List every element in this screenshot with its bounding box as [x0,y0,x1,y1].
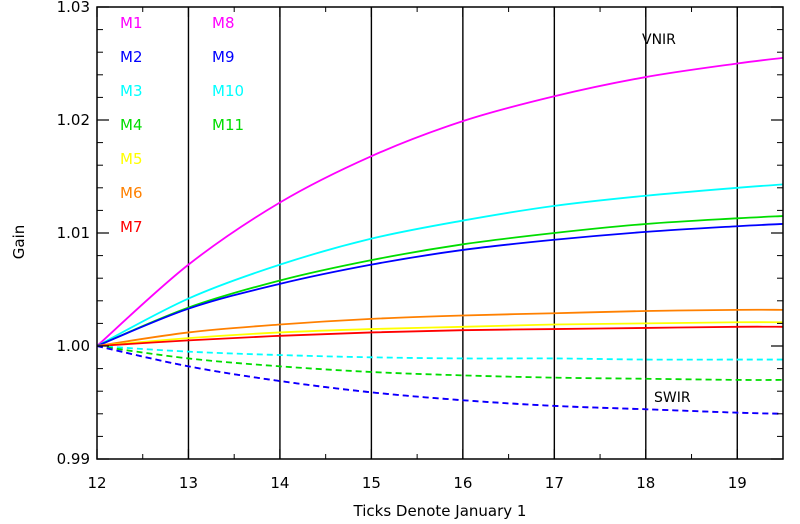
legend-item-m9: M9 [212,48,235,66]
series-line-m10 [96,345,783,361]
legend-item-m7: M7 [120,218,143,236]
tick-labels: 12 13 14 15 16 17 18 19 0.99 1.00 1.01 1.02 1.03 [57,0,747,492]
x-tick-label: 18 [636,474,655,492]
axis-ticks [96,6,783,460]
series-line-m6 [96,308,784,347]
series-line-m4 [96,215,784,347]
y-tick-label: 1.02 [57,111,90,129]
series-line-m1 [96,56,784,347]
series-line-m5 [96,321,784,347]
x-axis-label: Ticks Denote January 1 [353,502,527,520]
series-line-m3 [96,183,784,347]
swir-annotation: SWIR [654,390,691,406]
y-tick-label: 1.01 [57,224,90,242]
x-tick-label: 17 [545,474,564,492]
series-line-m7 [96,325,784,347]
series-line-m2 [96,223,784,347]
x-tick-label: 16 [453,474,472,492]
y-tick-label: 1.00 [57,337,90,355]
legend-item-m8: M8 [212,14,235,32]
x-tick-label: 14 [270,474,289,492]
legend-item-m5: M5 [120,150,143,168]
series-line-m9 [96,345,784,415]
x-tick-label: 19 [728,474,747,492]
legend: M1 M2 M3 M4 M5 M6 M7 M8 M9 M10 M11 [120,14,244,236]
legend-item-m3: M3 [120,82,143,100]
x-tick-label: 13 [179,474,198,492]
legend-item-m11: M11 [212,116,244,134]
series-layer [96,56,784,415]
legend-item-m10: M10 [212,82,244,100]
y-axis-label: Gain [10,225,28,260]
x-tick-label: 15 [362,474,381,492]
legend-item-m2: M2 [120,48,143,66]
legend-item-m1: M1 [120,14,143,32]
legend-item-m6: M6 [120,184,143,202]
legend-item-m4: M4 [120,116,143,134]
y-tick-label: 1.03 [57,0,90,16]
series-line-m11 [96,345,784,381]
x-tick-label: 12 [87,474,106,492]
vnir-annotation: VNIR [642,32,676,48]
y-tick-label: 0.99 [57,450,90,468]
